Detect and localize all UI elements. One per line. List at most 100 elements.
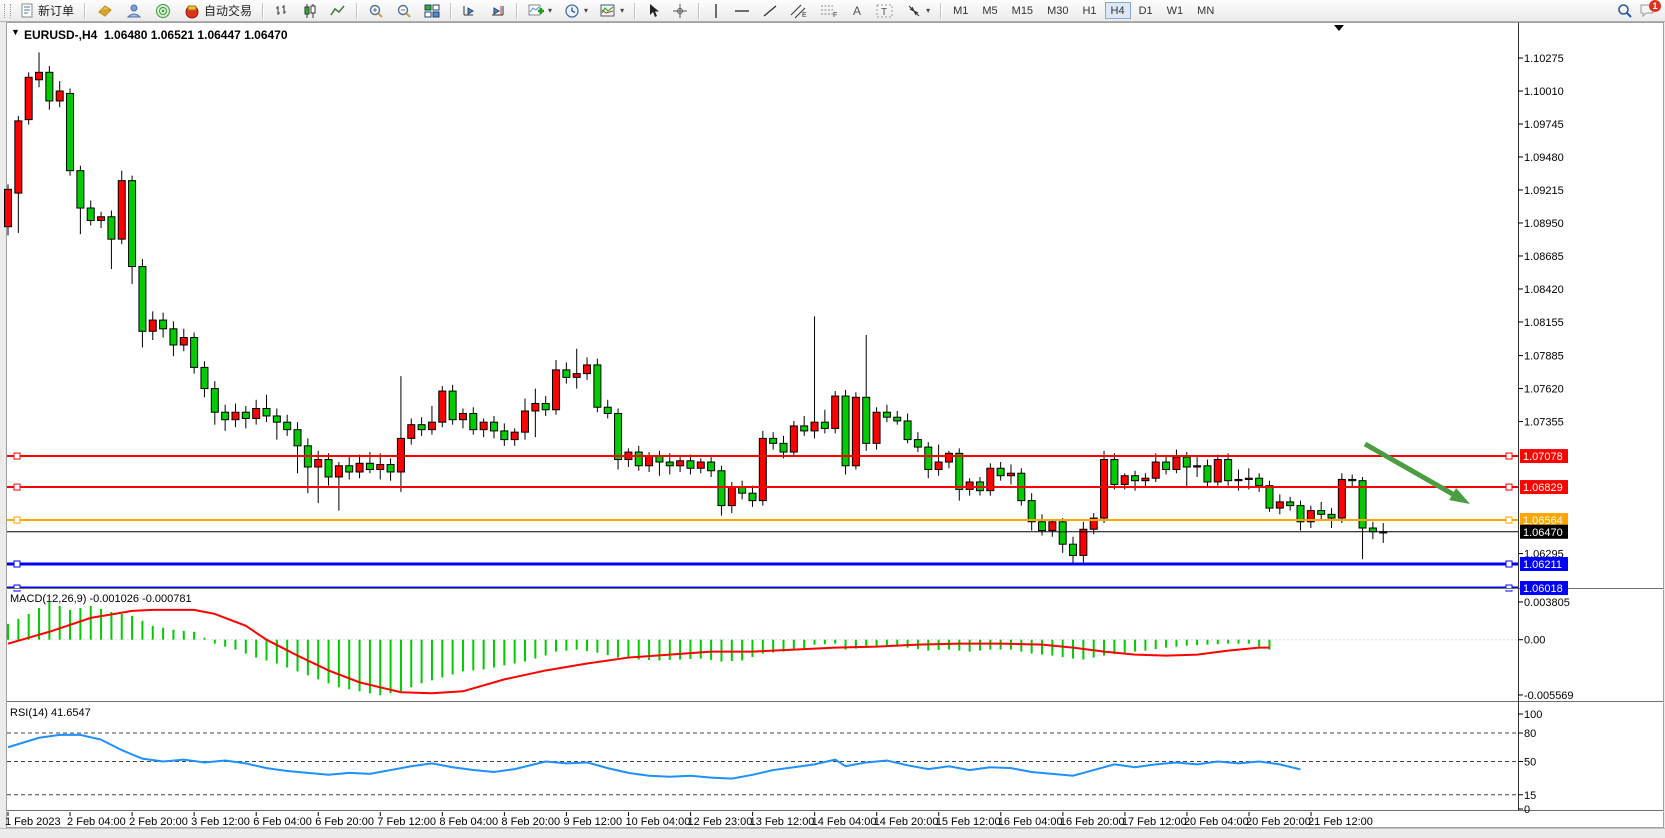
time-axis-label[interactable]: 20 Feb 20:00 [1246, 816, 1311, 828]
chart-shift-button[interactable] [485, 2, 511, 20]
tile-windows-button[interactable] [419, 2, 445, 20]
auto-scroll-button[interactable] [457, 2, 483, 20]
hline-handle[interactable] [13, 516, 21, 524]
rsi-axis-label[interactable]: 50 [1524, 757, 1536, 769]
candle [1224, 459, 1233, 482]
candle [1317, 510, 1326, 515]
time-axis-label[interactable]: 7 Feb 12:00 [377, 816, 436, 828]
hline-handle[interactable] [13, 560, 21, 568]
hline-handle[interactable] [1505, 516, 1513, 524]
vline-tool-button[interactable] [705, 2, 727, 20]
periods-button[interactable]: ▾ [559, 2, 593, 20]
line-chart-mode-button[interactable] [325, 2, 351, 20]
macd-axis-label[interactable]: 0.00 [1524, 635, 1545, 647]
crosshair-tool-button[interactable] [667, 2, 693, 20]
annotation-arrow-head[interactable] [1449, 487, 1470, 504]
trendline-tool-button[interactable] [757, 2, 783, 20]
price-axis-label[interactable]: 1.08155 [1524, 317, 1564, 329]
rsi-axis-label[interactable]: 80 [1524, 728, 1536, 740]
time-axis-label[interactable]: 16 Feb 04:00 [998, 816, 1063, 828]
time-axis-label[interactable]: 12 Feb 23:00 [688, 816, 753, 828]
price-axis-label[interactable]: 1.07620 [1524, 384, 1564, 396]
arrows-tool-button[interactable]: ▾ [901, 2, 935, 20]
time-axis-label[interactable]: 10 Feb 04:00 [626, 816, 691, 828]
hline-handle[interactable] [13, 452, 21, 460]
notifications-button[interactable]: 1 [1639, 0, 1661, 20]
symbol-dropdown-caret[interactable]: ▼ [11, 27, 20, 37]
candle [1348, 478, 1357, 482]
hline-handle[interactable] [1505, 452, 1513, 460]
zoom-in-button[interactable] [363, 2, 389, 20]
tf-m1-button[interactable]: M1 [953, 5, 969, 17]
time-axis-label[interactable]: 17 Feb 12:00 [1122, 816, 1187, 828]
rsi-axis-label[interactable]: 15 [1524, 790, 1536, 802]
time-axis-label[interactable]: 14 Feb 04:00 [812, 816, 877, 828]
time-axis-label[interactable]: 9 Feb 12:00 [563, 816, 622, 828]
scroll-marker-triangle[interactable] [1334, 25, 1344, 31]
annotation-arrow-shaft[interactable] [1363, 441, 1454, 497]
tf-m30-button[interactable]: M30 [1047, 5, 1069, 17]
hline-tool-button[interactable] [729, 2, 755, 20]
tf-m5-button[interactable]: M5 [982, 5, 998, 17]
profile-button[interactable] [121, 2, 148, 20]
tf-m15-button[interactable]: M15 [1011, 5, 1034, 17]
hline-handle[interactable] [13, 483, 21, 491]
bar-chart-mode-button[interactable] [269, 2, 295, 20]
hline-handle[interactable] [1505, 483, 1513, 491]
tf-w1-button[interactable]: W1 [1166, 5, 1184, 17]
macd-axis-label[interactable]: -0.005569 [1524, 690, 1574, 702]
indicators-button[interactable]: ▾ [523, 2, 557, 20]
time-axis-label[interactable]: 13 Feb 12:00 [750, 816, 815, 828]
price-axis-label[interactable]: 1.08950 [1524, 218, 1564, 230]
rsi-axis-label[interactable]: 100 [1524, 709, 1542, 721]
time-axis-label[interactable]: 15 Feb 12:00 [936, 816, 1001, 828]
time-axis-label[interactable]: 2 Feb 04:00 [67, 816, 126, 828]
time-axis-label[interactable]: 1 Feb 2023 [5, 816, 61, 828]
price-axis-label[interactable]: 1.07355 [1524, 417, 1564, 429]
autotrade-button[interactable]: 自动交易 [179, 2, 257, 20]
time-axis-label[interactable]: 3 Feb 12:00 [191, 816, 250, 828]
time-axis-label[interactable]: 2 Feb 20:00 [129, 816, 188, 828]
time-axis-label[interactable]: 8 Feb 20:00 [501, 816, 560, 828]
price-axis-label[interactable]: 1.10010 [1524, 86, 1564, 98]
time-axis-label[interactable]: 16 Feb 20:00 [1060, 816, 1125, 828]
tf-d1-button[interactable]: D1 [1138, 5, 1153, 17]
search-icon[interactable] [1617, 3, 1633, 19]
templates-button[interactable]: ▾ [595, 2, 629, 20]
crosshair-icon [673, 3, 688, 18]
candlestick-mode-button[interactable] [297, 2, 323, 20]
time-axis-label[interactable]: 20 Feb 04:00 [1184, 816, 1249, 828]
fibonacci-tool-button[interactable]: F [815, 2, 843, 20]
price-label-text: 1.06211 [1523, 559, 1562, 571]
price-axis-label[interactable]: 1.08685 [1524, 251, 1564, 263]
time-axis-label[interactable]: 8 Feb 04:00 [439, 816, 498, 828]
zoom-out-button[interactable] [391, 2, 417, 20]
label-tool-button[interactable]: T [871, 2, 899, 20]
channel-tool-button[interactable]: E [785, 2, 813, 20]
price-axis-label[interactable]: 1.08420 [1524, 284, 1564, 296]
text-tool-button[interactable]: A [845, 2, 869, 20]
time-axis-label[interactable]: 14 Feb 20:00 [874, 816, 939, 828]
mql-market-button[interactable] [91, 2, 119, 20]
candle [1306, 510, 1315, 523]
price-axis-label[interactable]: 1.09745 [1524, 119, 1564, 131]
cursor-tool-button[interactable] [641, 2, 665, 20]
tf-h1-button[interactable]: H1 [1082, 5, 1097, 17]
new-order-button[interactable]: 新订单 [15, 2, 79, 20]
time-axis-label[interactable]: 6 Feb 20:00 [315, 816, 374, 828]
price-axis-label[interactable]: 1.10275 [1524, 53, 1564, 65]
macd-axis-label[interactable]: 0.003805 [1524, 597, 1570, 609]
tf-mn-button[interactable]: MN [1197, 5, 1215, 17]
tf-h4-button[interactable]: H4 [1104, 2, 1131, 19]
time-axis-label[interactable]: 21 Feb 12:00 [1308, 816, 1373, 828]
time-axis-label[interactable]: 6 Feb 04:00 [253, 816, 312, 828]
fibonacci-icon: F [821, 5, 837, 19]
price-axis-label[interactable]: 1.07885 [1524, 351, 1564, 363]
rsi-axis-label[interactable]: 0 [1524, 804, 1530, 816]
price-axis-label[interactable]: 1.09480 [1524, 152, 1564, 164]
signal-button[interactable] [150, 2, 177, 20]
price-axis-label[interactable]: 1.09215 [1524, 185, 1564, 197]
hline-handle[interactable] [1505, 560, 1513, 568]
toolbar-grip[interactable] [4, 3, 11, 18]
